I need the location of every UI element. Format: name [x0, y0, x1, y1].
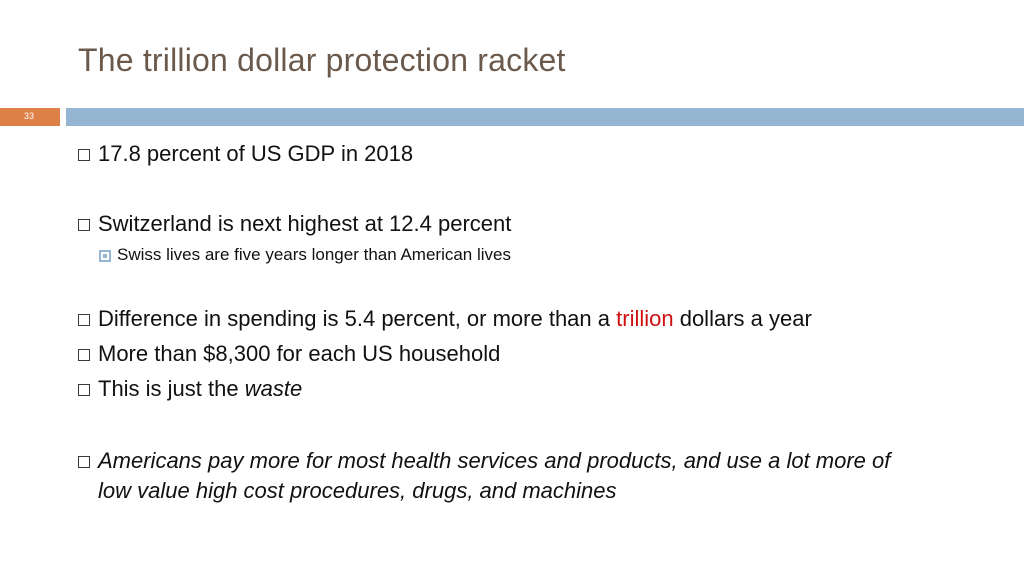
sub-bullet-text: Swiss lives are five years longer than A… — [117, 245, 511, 264]
bullet-text-pre: Difference in spending is 5.4 percent, o… — [98, 306, 617, 331]
bullet-text-post: dollars a year — [673, 306, 812, 331]
bullet-square-icon — [78, 349, 90, 361]
bullet-text: Difference in spending is 5.4 percent, o… — [98, 304, 812, 334]
bullet-square-icon — [78, 314, 90, 326]
bullet-text-line-1: Americans pay more for most health servi… — [98, 448, 891, 473]
bullet-text-pre: This is just the — [98, 376, 245, 401]
sub-bullet-square-icon — [99, 250, 111, 262]
bullet-text: 17.8 percent of US GDP in 2018 — [98, 141, 414, 166]
slide-number: 33 — [24, 111, 35, 121]
bullet-text: Switzerland is next highest at 12.4 perc… — [98, 211, 512, 236]
bullet-text: This is just the waste — [98, 374, 302, 404]
header-divider-bar — [66, 108, 1024, 126]
slide-number-badge: 33 — [0, 108, 60, 126]
bullet-square-icon — [78, 456, 90, 468]
bullet-square-icon — [78, 384, 90, 396]
emphasis-waste: waste — [244, 376, 303, 401]
slide-title: The trillion dollar protection racket — [78, 42, 566, 78]
highlight-trillion: trillion — [616, 306, 674, 331]
bullet-text-line-2: low value high cost procedures, drugs, a… — [98, 478, 617, 503]
bullet-square-icon — [78, 149, 90, 161]
bullet-text: More than $8,300 for each US household — [98, 341, 501, 366]
bullet-square-icon — [78, 219, 90, 231]
